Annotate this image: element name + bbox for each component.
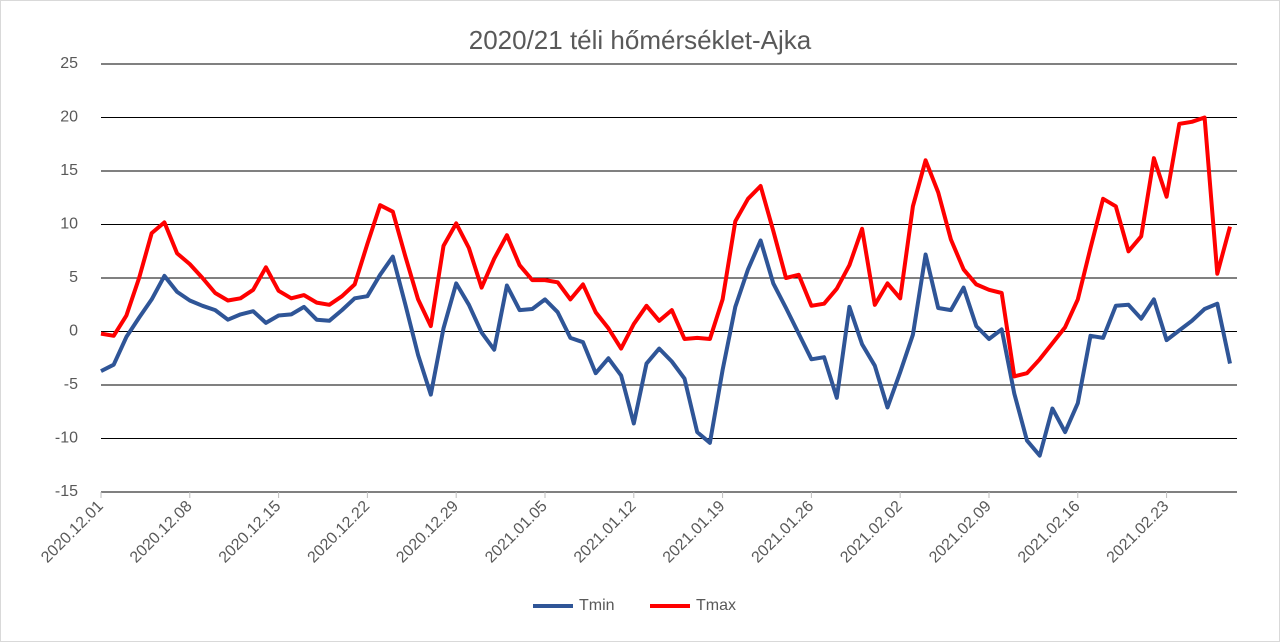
y-tick-label: -5	[64, 376, 78, 393]
legend-label: Tmax	[696, 597, 736, 614]
series-line	[100, 238, 1232, 458]
series-line	[100, 115, 1232, 379]
y-tick-label: 15	[60, 162, 78, 179]
chart-title: 2020/21 téli hőmérséklet-Ajka	[469, 25, 812, 55]
y-tick-label: 5	[69, 269, 78, 286]
y-tick-label: 0	[69, 323, 78, 340]
legend-label: Tmin	[579, 597, 615, 614]
y-tick-label: 20	[60, 109, 78, 126]
y-tick-label: -10	[55, 430, 78, 447]
y-tick-label: 10	[60, 216, 78, 233]
y-tick-label: -15	[55, 483, 78, 500]
y-tick-label: 25	[60, 55, 78, 72]
